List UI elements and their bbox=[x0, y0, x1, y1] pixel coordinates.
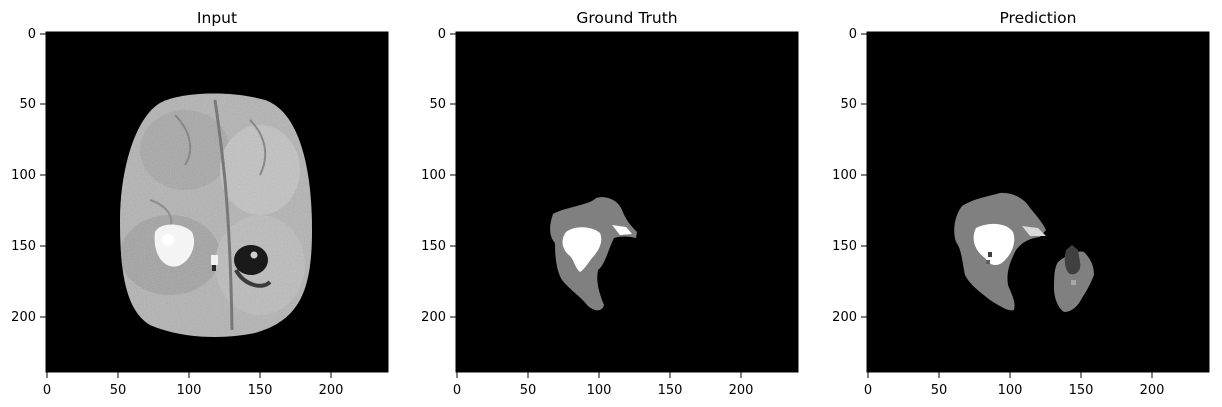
panel-title: Prediction bbox=[999, 9, 1076, 27]
y-tick-label: 100 bbox=[11, 168, 36, 183]
y-tick-label: 150 bbox=[832, 239, 857, 254]
y-tick-label: 150 bbox=[11, 239, 36, 254]
y-tick-label: 200 bbox=[421, 310, 446, 325]
y-tick-label: 0 bbox=[438, 27, 446, 42]
y-tick-label: 100 bbox=[421, 168, 446, 183]
x-tick-label: 50 bbox=[110, 383, 127, 398]
panel-title: Input bbox=[197, 9, 237, 27]
brain-mri-slice bbox=[120, 93, 312, 337]
y-tick-label: 50 bbox=[19, 97, 36, 112]
panel-prediction: Prediction 0 50 100 150 200 bbox=[832, 9, 1210, 398]
y-tick-label: 150 bbox=[421, 239, 446, 254]
y-tick-label: 50 bbox=[429, 97, 446, 112]
panel-input: Input bbox=[11, 9, 389, 398]
panel-ground-truth: Ground Truth 0 50 100 150 200 bbox=[421, 9, 799, 398]
image-frame bbox=[866, 31, 1210, 373]
panel-title: Ground Truth bbox=[576, 9, 677, 27]
y-tick-label: 0 bbox=[849, 27, 857, 42]
x-tick-label: 200 bbox=[729, 383, 754, 398]
segmentation-mask bbox=[954, 192, 1094, 312]
x-tick-label: 50 bbox=[931, 383, 948, 398]
x-tick-label: 100 bbox=[998, 383, 1023, 398]
x-tick-label: 200 bbox=[319, 383, 344, 398]
x-axis: 0 50 100 150 200 bbox=[453, 372, 754, 398]
x-tick-label: 200 bbox=[1140, 383, 1165, 398]
x-tick-label: 0 bbox=[864, 383, 872, 398]
y-tick-label: 50 bbox=[840, 97, 857, 112]
segmentation-mask bbox=[550, 197, 637, 311]
y-tick-label: 200 bbox=[11, 310, 36, 325]
x-axis: 0 50 100 150 200 bbox=[43, 372, 344, 398]
x-tick-label: 100 bbox=[587, 383, 612, 398]
y-tick-label: 0 bbox=[28, 27, 36, 42]
x-tick-label: 150 bbox=[248, 383, 273, 398]
x-tick-label: 150 bbox=[1069, 383, 1094, 398]
y-axis: 0 50 100 150 200 bbox=[421, 27, 456, 325]
y-axis: 0 50 100 150 200 bbox=[832, 27, 867, 325]
x-tick-label: 0 bbox=[453, 383, 461, 398]
y-tick-label: 200 bbox=[832, 310, 857, 325]
x-tick-label: 0 bbox=[43, 383, 51, 398]
y-tick-label: 100 bbox=[832, 168, 857, 183]
x-axis: 0 50 100 150 200 bbox=[864, 372, 1165, 398]
image-frame bbox=[455, 31, 799, 373]
y-axis: 0 50 100 150 200 bbox=[11, 27, 46, 325]
x-tick-label: 50 bbox=[520, 383, 537, 398]
x-tick-label: 100 bbox=[177, 383, 202, 398]
x-tick-label: 150 bbox=[658, 383, 683, 398]
